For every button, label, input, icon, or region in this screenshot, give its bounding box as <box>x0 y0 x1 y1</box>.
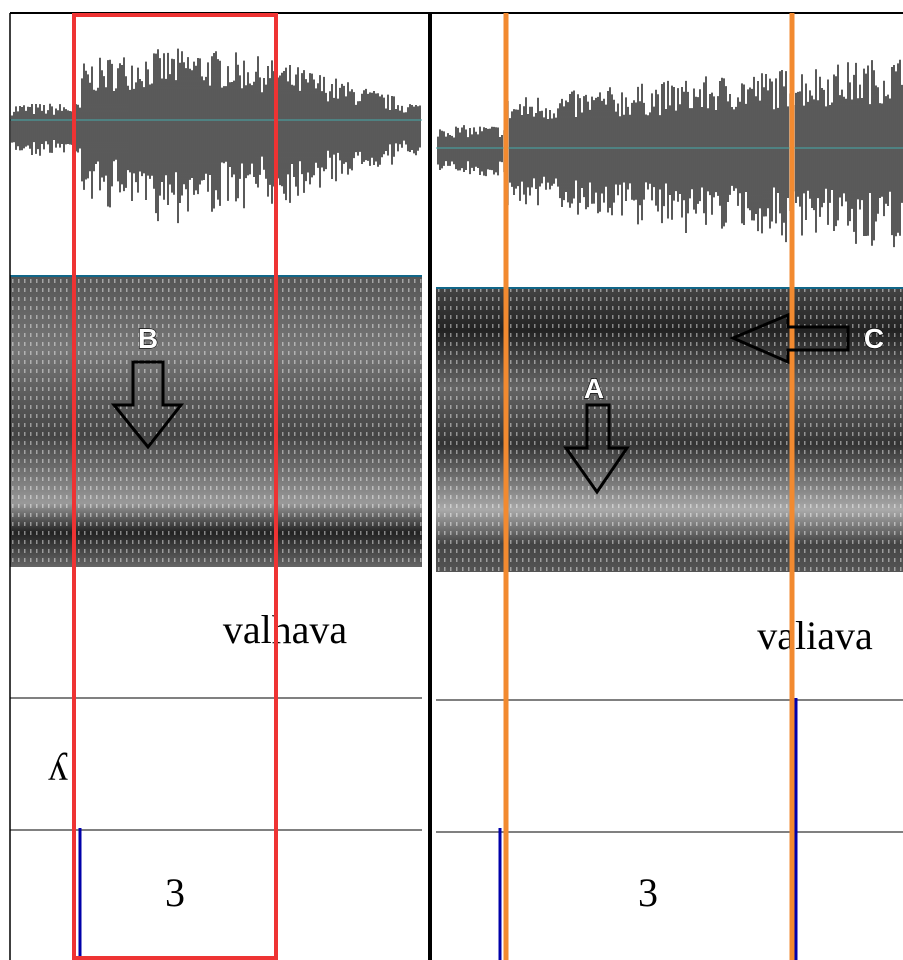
arrow <box>729 312 850 365</box>
tier-lines <box>10 697 903 833</box>
word-label: valiava <box>757 613 873 658</box>
tier-label: 3 <box>165 870 185 915</box>
arrow <box>110 360 185 450</box>
phone-label: ʎ <box>48 744 68 789</box>
word-label: valhava <box>223 607 348 652</box>
tier-boundaries <box>78 696 798 960</box>
annotation: A <box>584 373 604 404</box>
arrow <box>563 403 630 495</box>
waveforms <box>11 48 903 248</box>
annotation: B <box>138 323 158 354</box>
spectrogram-striations <box>10 277 422 567</box>
highlight-box <box>72 13 278 960</box>
annotation: C <box>864 323 884 354</box>
waveform <box>11 48 421 224</box>
waveform <box>437 59 903 248</box>
spectrogram-striations <box>436 288 903 572</box>
tier-label: 3 <box>638 870 658 915</box>
